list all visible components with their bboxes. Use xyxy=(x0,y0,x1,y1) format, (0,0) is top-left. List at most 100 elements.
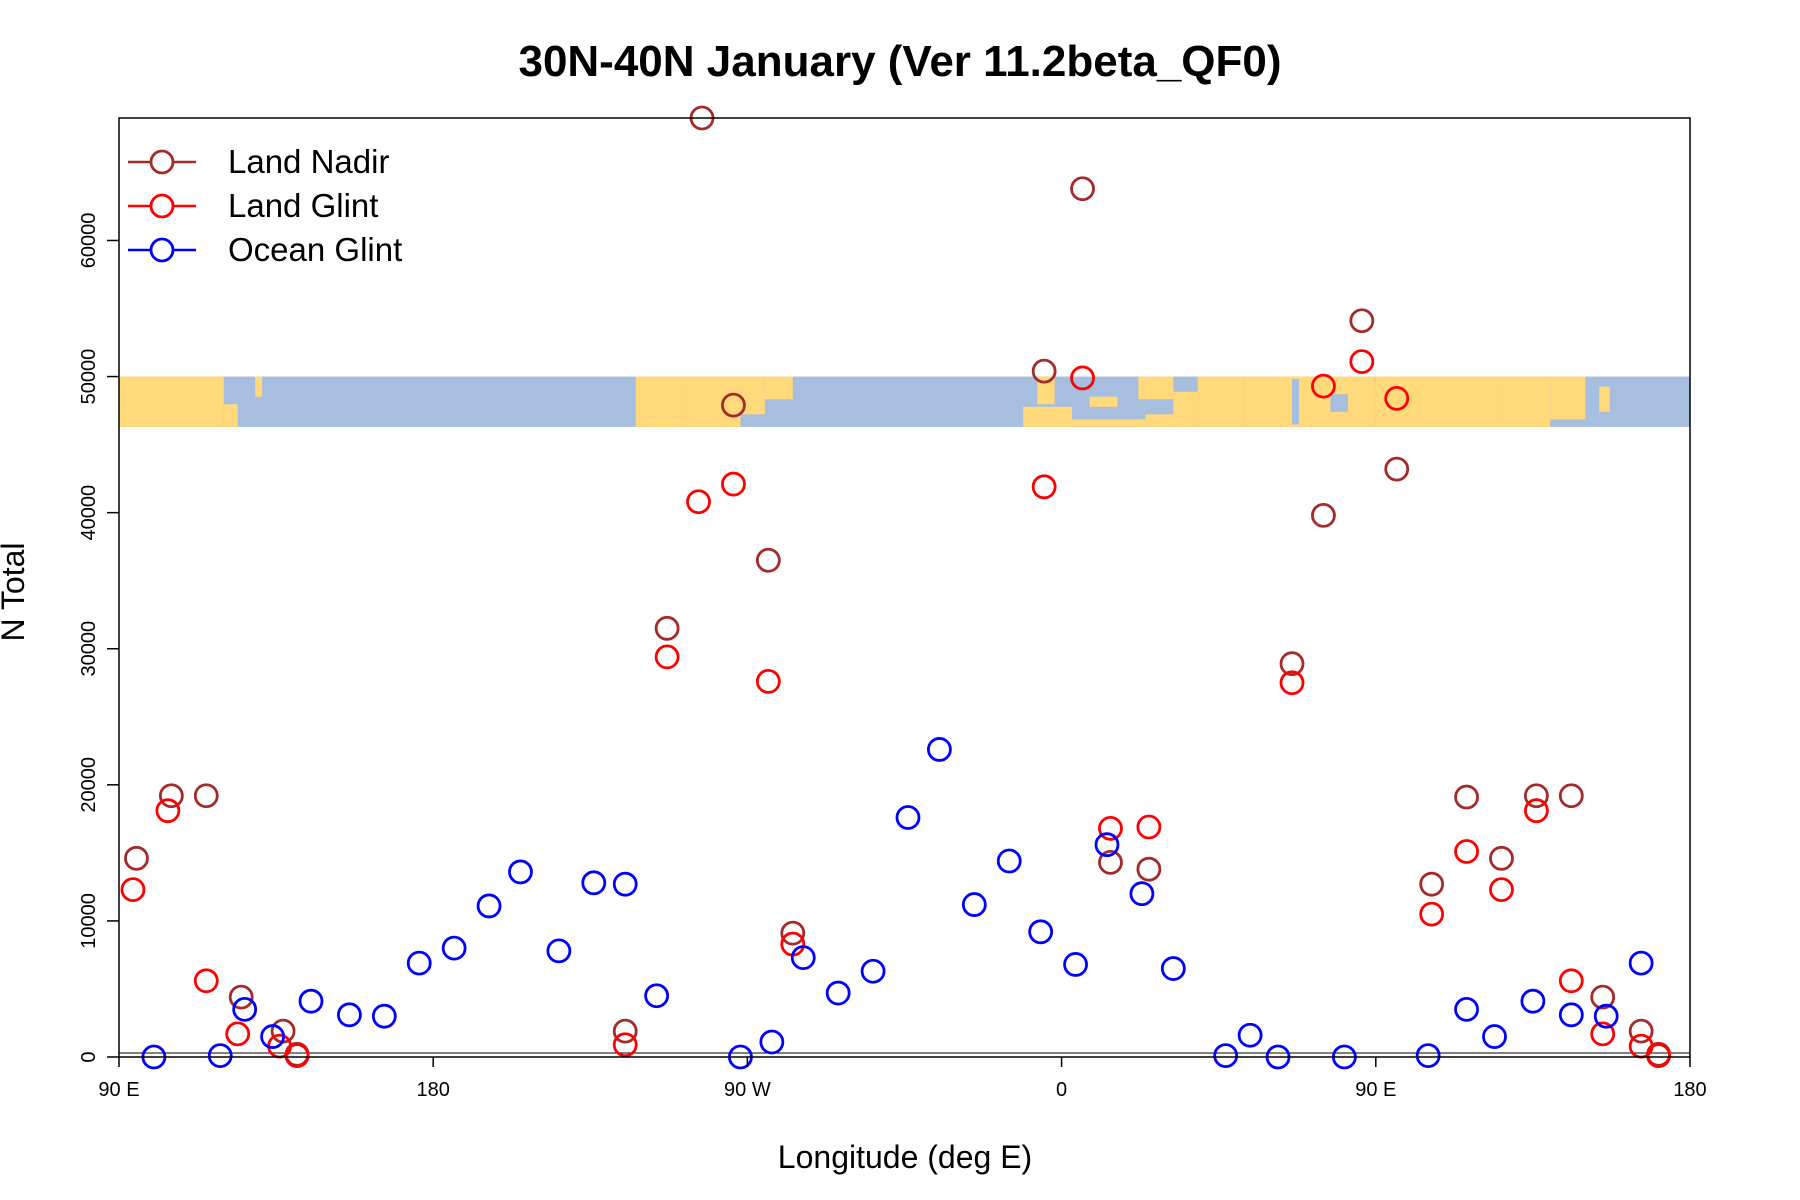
data-point xyxy=(1031,358,1057,384)
map-land-shape xyxy=(119,376,224,427)
data-point xyxy=(193,783,219,809)
x-tick-label: 0 xyxy=(1056,1079,1067,1101)
data-point xyxy=(1523,783,1549,809)
legend-marker xyxy=(149,237,175,263)
y-tick-label: 10000 xyxy=(78,893,100,949)
data-point xyxy=(780,920,806,946)
data-point xyxy=(1384,456,1410,482)
data-point xyxy=(1523,798,1549,824)
data-point xyxy=(790,945,816,971)
y-tick-label: 50000 xyxy=(78,349,100,405)
data-point xyxy=(759,1029,785,1055)
data-point xyxy=(1311,502,1336,528)
data-point xyxy=(193,968,219,994)
data-point xyxy=(120,877,146,903)
map-land-shape xyxy=(642,421,685,427)
data-point xyxy=(1349,349,1375,374)
data-point xyxy=(654,644,680,670)
data-point xyxy=(1520,988,1546,1014)
data-point xyxy=(1558,968,1584,994)
map-land-shape xyxy=(1243,376,1299,427)
map-caspian-sea xyxy=(1292,379,1299,425)
data-point xyxy=(1454,996,1479,1022)
data-point xyxy=(612,871,638,897)
data-point xyxy=(406,950,432,976)
map-land-shape xyxy=(1375,376,1498,427)
data-point xyxy=(1028,919,1054,945)
map-land-shape xyxy=(1138,376,1174,400)
data-point xyxy=(895,805,921,830)
x-axis: 90 E 180 90 W 0 90 E 180 xyxy=(98,1057,1707,1101)
data-point xyxy=(1136,814,1162,840)
y-tick-label: 60000 xyxy=(78,213,100,269)
data-point xyxy=(1129,881,1155,907)
data-point xyxy=(1628,1018,1654,1044)
data-point xyxy=(260,1024,286,1049)
data-point xyxy=(158,783,184,809)
map-land-shape xyxy=(1497,376,1551,427)
data-point xyxy=(1311,373,1336,399)
data-point xyxy=(721,392,746,418)
data-point xyxy=(546,938,572,964)
data-point xyxy=(927,737,952,762)
data-point xyxy=(1628,950,1654,976)
data-point xyxy=(228,984,254,1010)
legend: Land Nadir Land Glint Ocean Glint xyxy=(128,143,402,268)
data-point xyxy=(1558,1002,1584,1028)
x-tick-label: 90 E xyxy=(1355,1079,1396,1101)
y-axis: 0 10000 20000 30000 40000 50000 60000 xyxy=(78,213,119,1063)
x-tick-label: 90 W xyxy=(724,1079,771,1101)
data-point xyxy=(654,615,680,641)
world-map-strip xyxy=(119,376,1690,427)
data-point xyxy=(1098,815,1123,841)
chart-title: 30N-40N January (Ver 11.2beta_QF0) xyxy=(518,37,1281,86)
x-tick-label: 180 xyxy=(1673,1079,1706,1101)
map-land-shape xyxy=(223,404,238,427)
data-point xyxy=(508,859,533,885)
data-point xyxy=(581,870,607,896)
data-point xyxy=(1489,877,1514,903)
data-point xyxy=(298,988,324,1014)
data-point xyxy=(1279,651,1305,677)
data-point xyxy=(961,892,987,917)
data-point xyxy=(1590,984,1616,1010)
legend-marker xyxy=(149,149,175,175)
data-point xyxy=(476,893,502,919)
data-point xyxy=(612,1032,638,1058)
series-ocean-glint xyxy=(141,737,1654,1070)
map-land-shape xyxy=(635,376,685,427)
x-tick-label: 180 xyxy=(417,1079,450,1101)
data-point xyxy=(1482,1024,1507,1049)
data-point xyxy=(1415,1043,1441,1069)
map-land-shape xyxy=(1173,391,1198,427)
data-point xyxy=(337,1002,362,1028)
legend-label: Land Glint xyxy=(228,187,378,224)
data-point xyxy=(1454,784,1479,810)
data-point xyxy=(1070,176,1095,202)
data-point xyxy=(441,935,467,961)
data-point xyxy=(1160,956,1186,981)
y-tick-label: 40000 xyxy=(78,485,100,541)
map-land-shape xyxy=(1072,419,1146,427)
data-point xyxy=(225,1021,251,1047)
map-persian-gulf xyxy=(1330,394,1348,412)
map-land-shape xyxy=(1550,376,1586,420)
data-points-layer xyxy=(120,105,1671,1070)
y-tick-label: 30000 xyxy=(78,621,100,677)
data-point xyxy=(284,1043,310,1069)
data-point xyxy=(825,980,851,1006)
data-point xyxy=(1349,308,1375,334)
data-point xyxy=(1136,856,1162,882)
data-point xyxy=(1063,952,1088,977)
legend-label: Ocean Glint xyxy=(228,231,402,268)
data-point xyxy=(155,798,181,824)
data-point xyxy=(1031,474,1057,500)
data-point xyxy=(1419,901,1445,927)
data-point xyxy=(124,845,149,871)
plot-frame xyxy=(118,117,1691,1058)
data-point xyxy=(1558,783,1584,809)
data-point xyxy=(996,848,1022,874)
data-point xyxy=(755,547,781,573)
map-land-shape xyxy=(1023,406,1073,427)
data-point xyxy=(1070,365,1095,391)
